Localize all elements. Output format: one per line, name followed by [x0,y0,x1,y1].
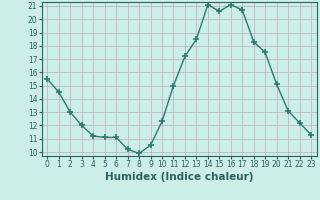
X-axis label: Humidex (Indice chaleur): Humidex (Indice chaleur) [105,172,253,182]
